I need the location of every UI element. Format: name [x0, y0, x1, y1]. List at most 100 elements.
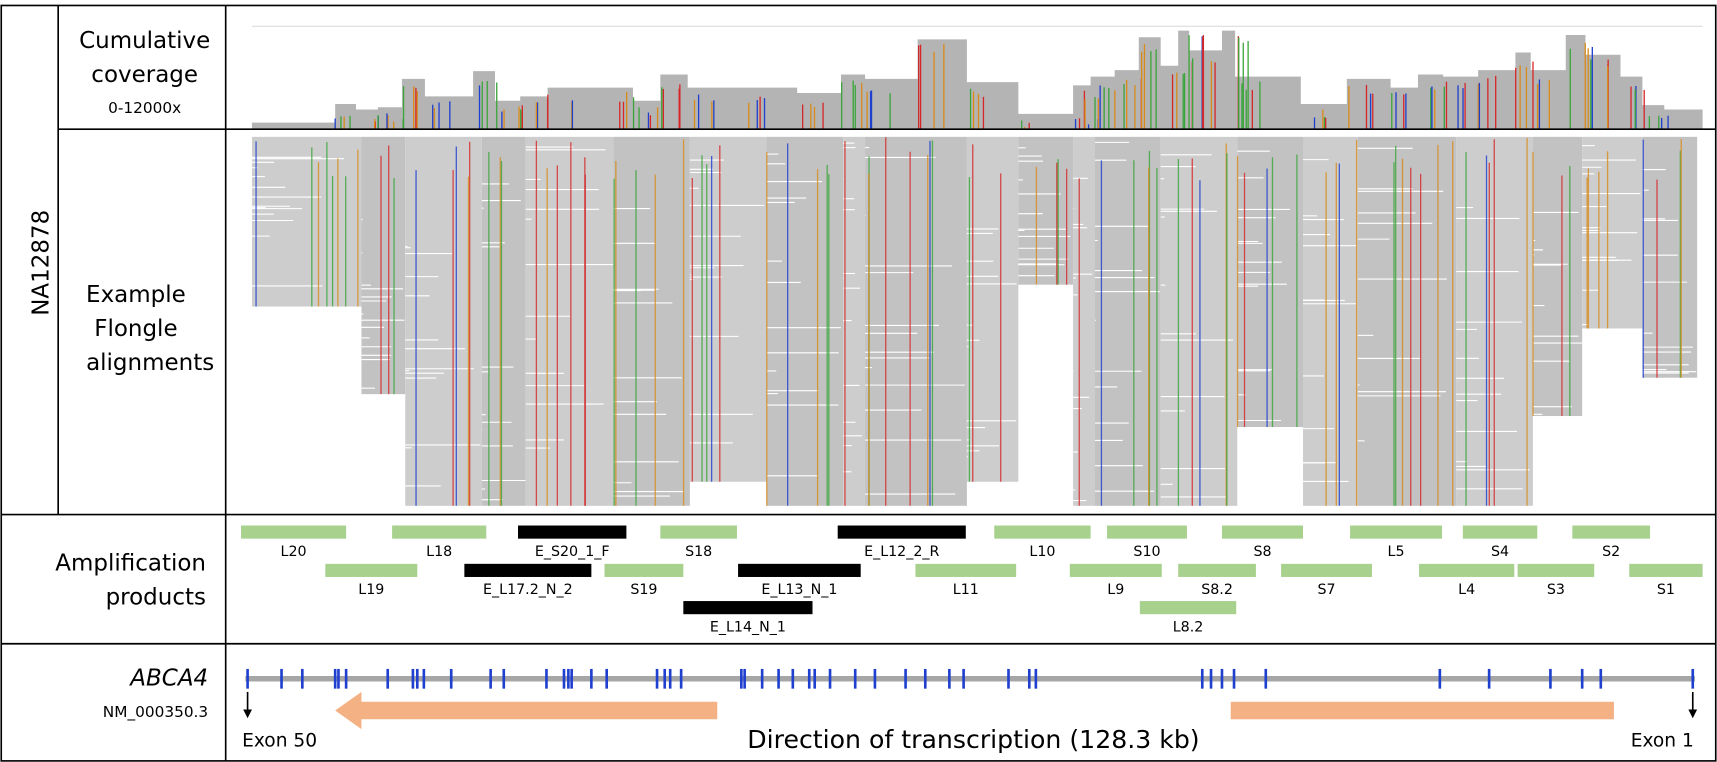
amplicon — [1518, 564, 1595, 577]
panel-label: Amplification — [55, 550, 206, 576]
exon — [334, 669, 337, 689]
exon — [791, 669, 794, 689]
read-block — [1237, 137, 1303, 427]
read-block — [1642, 137, 1697, 378]
exon — [246, 669, 249, 689]
amplicon — [325, 564, 417, 577]
end-arrowhead — [243, 709, 252, 718]
amplicon — [994, 526, 1090, 539]
exon — [808, 669, 811, 689]
amplicon-label: E_S20_1_F — [535, 544, 610, 560]
exon — [1599, 669, 1602, 689]
amplicon-label: E_L13_N_1 — [761, 582, 837, 598]
exon — [567, 669, 570, 689]
coverage-area — [252, 31, 1703, 130]
amplicon — [660, 526, 737, 539]
read-block — [613, 137, 690, 506]
amplicon-label: L10 — [1029, 544, 1055, 560]
read-block — [767, 137, 844, 506]
exon — [489, 669, 492, 689]
exon — [605, 669, 608, 689]
exon — [301, 669, 304, 689]
amplicon-label: L11 — [953, 582, 979, 598]
amplicon — [738, 564, 861, 577]
exon — [563, 669, 566, 689]
exon — [280, 669, 283, 689]
amplicon-label: S3 — [1547, 582, 1565, 598]
read-block — [1533, 137, 1582, 416]
amplicon — [518, 526, 626, 539]
exon — [1201, 669, 1204, 689]
gene-name: ABCA4 — [128, 665, 208, 691]
exon-label: Exon 50 — [242, 731, 317, 752]
panel-label: products — [106, 584, 206, 610]
coverage-track — [252, 26, 1703, 129]
exon — [854, 669, 857, 689]
exon — [1488, 669, 1491, 689]
exon — [962, 669, 965, 689]
amplicon-label: L4 — [1458, 582, 1475, 598]
panel-label: alignments — [86, 350, 214, 376]
exon — [1581, 669, 1584, 689]
amplicon — [683, 601, 812, 614]
amplicon-label: E_L12_2_R — [864, 544, 939, 560]
exon — [1549, 669, 1552, 689]
exon — [1691, 669, 1694, 689]
amplicon — [915, 564, 1016, 577]
amplicon-label: S19 — [630, 582, 657, 598]
amplicon-label: L20 — [281, 544, 307, 560]
amplicon-label: S7 — [1317, 582, 1335, 598]
exon — [1264, 669, 1267, 689]
exon — [345, 669, 348, 689]
exon — [874, 669, 877, 689]
exon — [669, 669, 672, 689]
amplicon-label: S18 — [685, 544, 712, 560]
end-arrowhead — [1688, 709, 1697, 718]
exon — [545, 669, 548, 689]
amplicon — [1350, 526, 1442, 539]
sample-name: NA12878 — [28, 210, 54, 316]
exon — [948, 669, 951, 689]
amplicon — [605, 564, 684, 577]
exon — [1439, 669, 1442, 689]
amplicon — [1178, 564, 1256, 577]
products-track: L20L18E_S20_1_FS18E_L12_2_RL10S10S8L5S4S… — [241, 526, 1703, 636]
exon — [740, 669, 743, 689]
amplicon-label: S4 — [1491, 544, 1509, 560]
exon — [1233, 669, 1236, 689]
exon — [777, 669, 780, 689]
exon — [416, 669, 419, 689]
amplicon — [1572, 526, 1650, 539]
amplicon — [1629, 564, 1702, 577]
exon — [502, 669, 505, 689]
direction-label: Direction of transcription (128.3 kb) — [747, 725, 1199, 754]
read-block — [843, 137, 865, 506]
read-block — [405, 137, 482, 506]
amplicon-label: S8.2 — [1201, 582, 1233, 598]
gene-track — [243, 669, 1697, 729]
direction-arrow — [335, 692, 717, 729]
coverage-range: 0-12000x — [108, 99, 181, 117]
read-block — [1358, 137, 1457, 506]
panel-label: Cumulative — [79, 28, 210, 54]
amplicon — [464, 564, 591, 577]
read-block — [1073, 137, 1095, 506]
amplicon-label: S10 — [1133, 544, 1160, 560]
exon — [663, 669, 666, 689]
amplicon-label: E_L14_N_1 — [710, 619, 786, 635]
exon — [386, 669, 389, 689]
amplicon-label: L8.2 — [1173, 619, 1204, 635]
read-block — [526, 137, 614, 506]
exon — [450, 669, 453, 689]
exon — [1007, 669, 1010, 689]
exon — [412, 669, 415, 689]
exon — [743, 669, 746, 689]
amplicon-label: S2 — [1602, 544, 1620, 560]
exon — [761, 669, 764, 689]
exon — [656, 669, 659, 689]
exon — [904, 669, 907, 689]
read-block — [1303, 137, 1358, 506]
transcript-id: NM_000350.3 — [103, 703, 208, 722]
amplicon-label: E_L17.2_N_2 — [483, 582, 573, 598]
amplicon-label: L5 — [1388, 544, 1405, 560]
